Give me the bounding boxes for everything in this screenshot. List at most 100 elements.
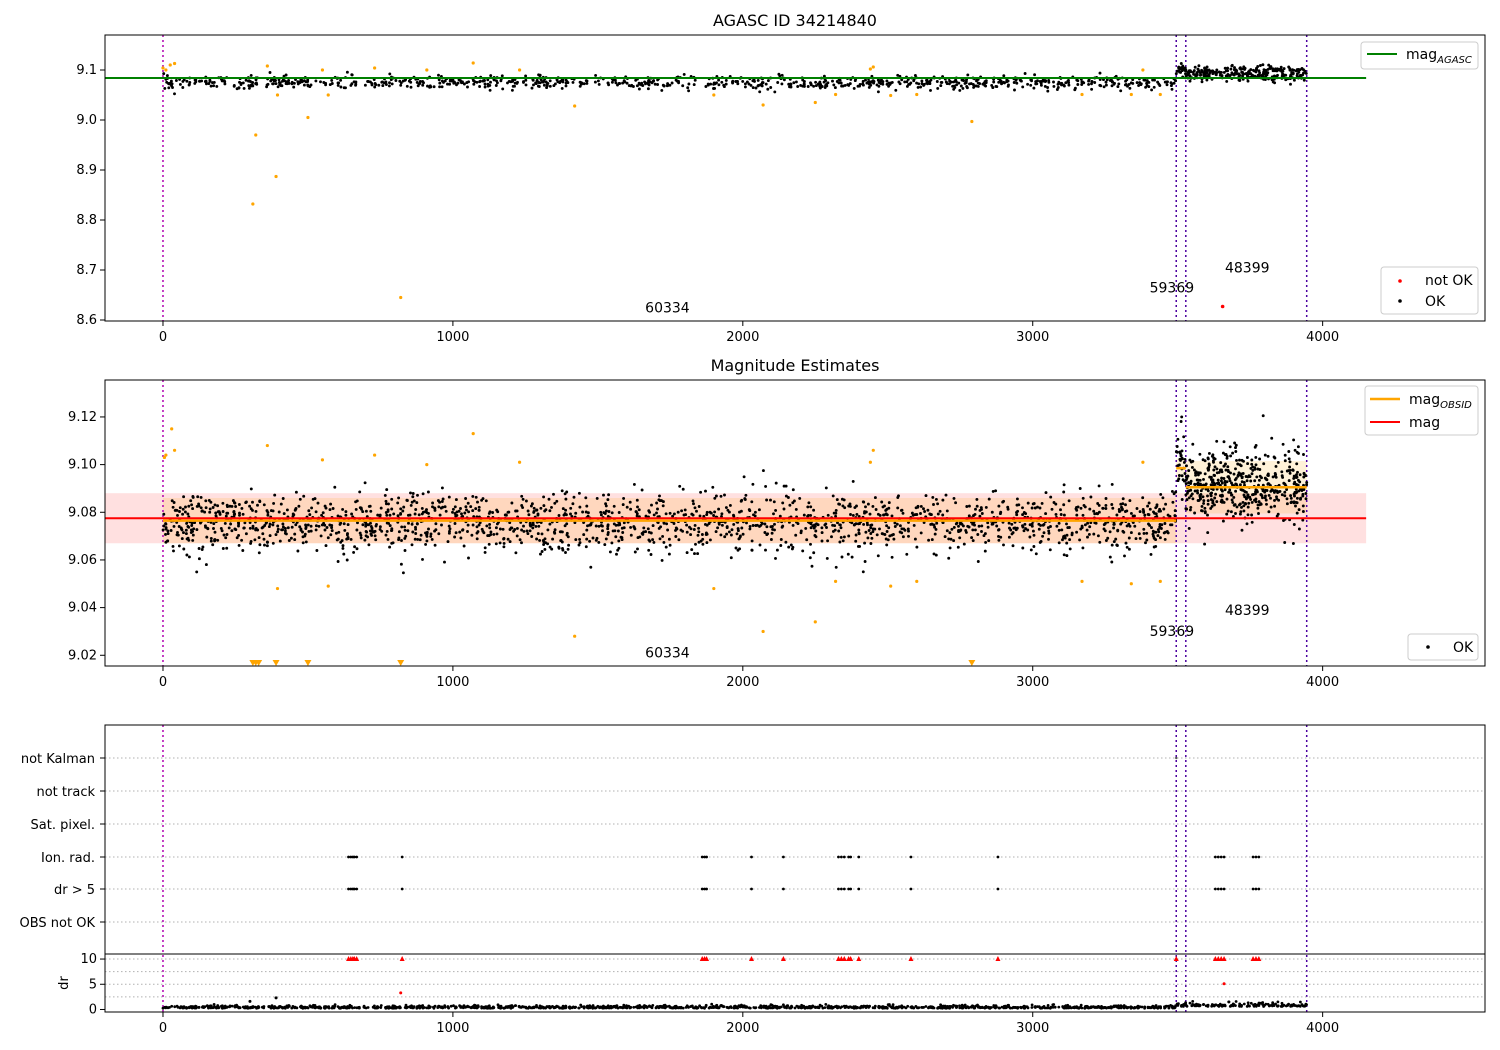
- ok-point: [1145, 538, 1149, 542]
- ok-point: [315, 549, 319, 552]
- outlier-point: [833, 579, 838, 583]
- ok-point: [959, 84, 963, 88]
- ok-point: [200, 509, 204, 513]
- ok-point: [913, 537, 917, 541]
- panel2-title: Magnitude Estimates: [711, 356, 880, 375]
- dr-point: [860, 1005, 863, 1009]
- ok-point: [883, 533, 887, 536]
- ok-point: [812, 526, 816, 530]
- ok-point: [1212, 482, 1216, 486]
- dr-point: [885, 1006, 889, 1010]
- ok-point: [1066, 79, 1070, 83]
- ok-point: [1220, 481, 1224, 485]
- ok-point: [603, 512, 607, 515]
- ok-point: [1184, 74, 1188, 78]
- ok-point: [1055, 88, 1059, 91]
- ok-point: [310, 506, 314, 510]
- ok-point: [1079, 527, 1083, 531]
- ok-point: [244, 78, 248, 82]
- ok-point: [196, 495, 200, 499]
- dr-point: [197, 1005, 201, 1009]
- ok-point: [1103, 529, 1107, 533]
- ok-point: [326, 536, 330, 540]
- ok-point: [578, 541, 582, 545]
- ok-point: [1012, 81, 1016, 84]
- ok-point: [1220, 476, 1224, 480]
- flag-point-ion-rad: [842, 855, 846, 859]
- ok-point: [841, 539, 845, 543]
- ok-point: [565, 80, 569, 83]
- flag-point-dr-gt-5: [1254, 887, 1258, 891]
- ok-point: [1144, 85, 1148, 89]
- ok-point: [754, 524, 758, 527]
- ok-point: [941, 498, 945, 502]
- ok-point: [1238, 66, 1242, 70]
- ok-point: [666, 528, 670, 532]
- ok-point: [892, 537, 896, 541]
- ok-point: [1229, 67, 1233, 71]
- ok-point: [1270, 436, 1274, 440]
- ok-point: [1052, 80, 1055, 84]
- ok-point: [680, 509, 684, 513]
- panel2-legend-top: magOBSID mag: [1364, 385, 1479, 436]
- ok-point: [1129, 531, 1133, 535]
- ok-point: [1177, 474, 1181, 477]
- ok-point: [716, 526, 720, 530]
- ok-point: [1015, 497, 1019, 501]
- ok-point: [831, 529, 835, 533]
- ok-point: [1234, 446, 1237, 450]
- ok-point: [674, 526, 678, 530]
- ok-point: [400, 525, 404, 529]
- ok-point: [972, 514, 975, 518]
- ok-point: [170, 84, 173, 88]
- ok-point: [750, 500, 754, 504]
- ok-point: [1007, 535, 1011, 539]
- ok-point: [502, 541, 506, 545]
- ok-point: [1293, 480, 1297, 484]
- ok-point: [430, 537, 434, 541]
- ok-point: [386, 537, 390, 541]
- ok-point: [1198, 497, 1202, 501]
- ok-point: [1164, 502, 1168, 506]
- ok-point: [289, 536, 293, 540]
- ok-point: [544, 80, 548, 84]
- ok-point: [835, 80, 839, 83]
- ok-point: [1215, 481, 1219, 485]
- ok-point: [233, 512, 237, 516]
- ok-point: [612, 522, 616, 526]
- ok-point: [525, 529, 529, 533]
- ok-point: [1248, 72, 1251, 76]
- ok-point: [693, 523, 697, 527]
- ok-point: [403, 525, 407, 529]
- ok-point: [976, 560, 980, 563]
- outlier-point: [1158, 92, 1162, 97]
- ok-point: [870, 536, 874, 540]
- ok-point: [336, 514, 340, 518]
- y-tick-label: 9.0: [76, 113, 97, 128]
- ok-point: [499, 79, 503, 83]
- dr-point: [443, 1004, 447, 1007]
- ok-point: [1226, 509, 1230, 513]
- ok-point: [1068, 547, 1072, 551]
- ok-point: [588, 539, 592, 543]
- ok-point: [182, 495, 186, 499]
- ok-point: [364, 534, 368, 538]
- ok-point: [1207, 68, 1211, 72]
- ok-point: [1147, 513, 1151, 517]
- ok-point: [1165, 83, 1169, 87]
- ok-point: [1271, 80, 1275, 84]
- dr-point: [173, 1005, 177, 1009]
- ok-point: [344, 513, 348, 517]
- dr-point: [355, 1006, 359, 1010]
- ok-point: [273, 493, 277, 497]
- ok-point: [1236, 473, 1240, 477]
- ok-point: [1280, 470, 1284, 474]
- ok-point: [163, 86, 167, 90]
- ok-point: [927, 538, 931, 542]
- ok-point: [1138, 81, 1142, 85]
- ok-point: [434, 522, 438, 526]
- ok-point: [1216, 478, 1220, 482]
- dr-point: [799, 1006, 803, 1009]
- ok-point: [1203, 511, 1207, 515]
- ok-point: [813, 534, 817, 537]
